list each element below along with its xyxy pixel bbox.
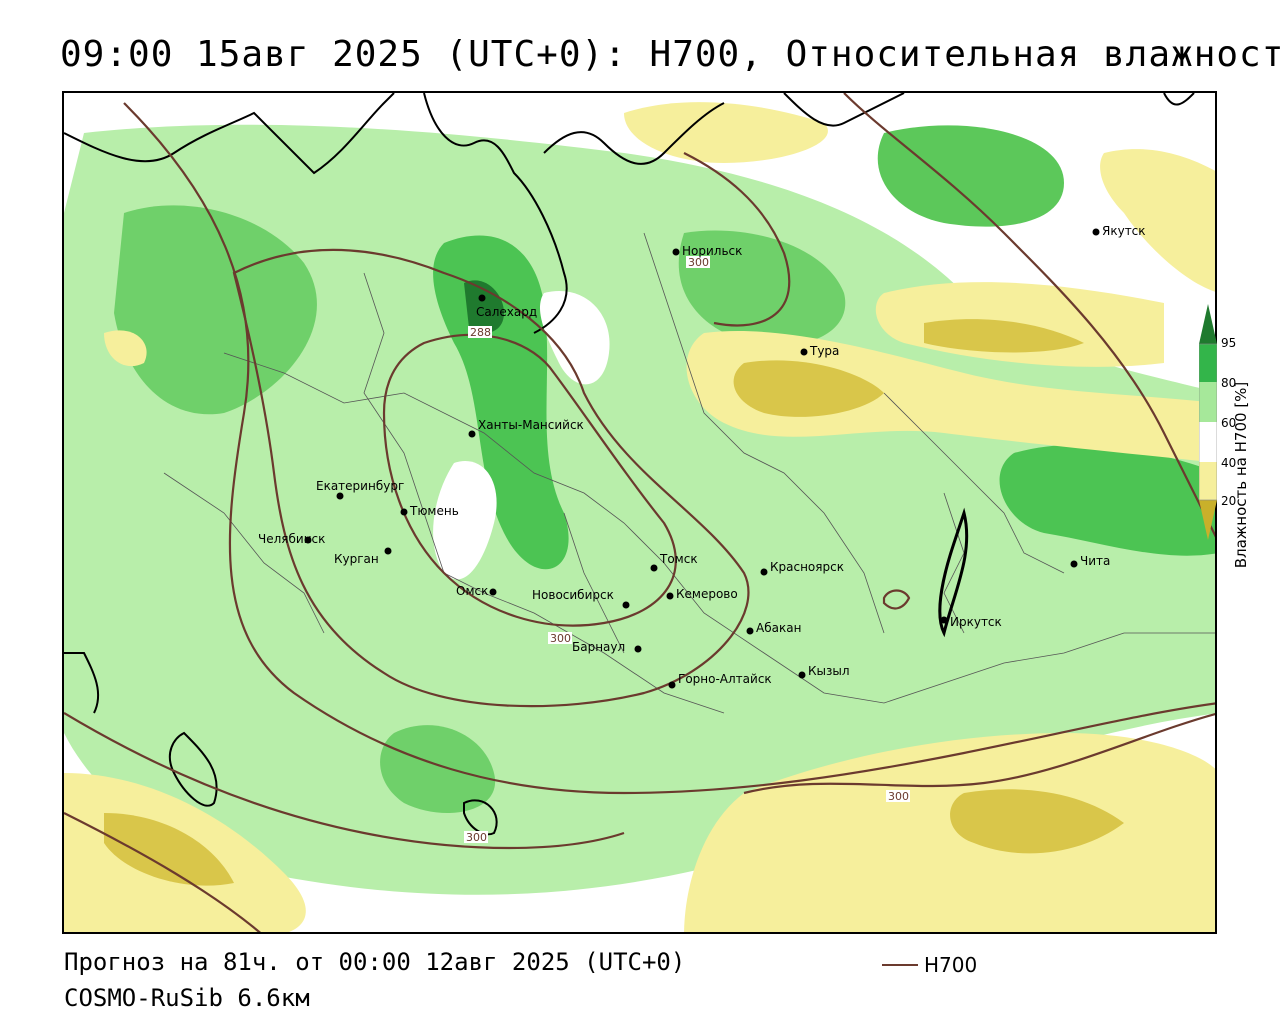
city-tura: Тура — [800, 344, 839, 358]
colorbar-tick-60: 60 — [1221, 416, 1237, 430]
svg-text:Курган: Курган — [334, 552, 379, 566]
colorbar-title: Влажность на Н700 [%] — [1232, 381, 1250, 569]
svg-text:Кемерово: Кемерово — [676, 587, 738, 601]
city-tomsk: Томск — [650, 552, 698, 572]
contour-label-300-north: 300 — [688, 256, 709, 269]
svg-text:Кызыл: Кызыл — [808, 664, 850, 678]
svg-text:Салехард: Салехард — [476, 305, 537, 319]
city-irkutsk: Иркутск — [940, 615, 1002, 629]
map-canvas: 300 288 300 300 300 Салехард Норильск Як… — [64, 93, 1215, 932]
city-barnaul: Барнаул — [572, 640, 642, 654]
city-khanty-mansiysk: Ханты-Мансийск — [468, 418, 584, 438]
contour-label-288: 288 — [470, 326, 491, 339]
colorbar-20-40 — [1199, 462, 1217, 500]
svg-text:Абакан: Абакан — [756, 621, 801, 635]
contour-label-300-southeast: 300 — [888, 790, 909, 803]
svg-text:Горно-Алтайск: Горно-Алтайск — [678, 672, 772, 686]
city-yakutsk: Якутск — [1092, 224, 1146, 238]
svg-text:Томск: Томск — [659, 552, 698, 566]
svg-text:Тура: Тура — [809, 344, 839, 358]
h700-contours — [64, 93, 1215, 932]
svg-text:Чита: Чита — [1080, 554, 1110, 568]
city-kemerovo: Кемерово — [666, 587, 738, 601]
svg-text:Иркутск: Иркутск — [950, 615, 1002, 629]
city-norilsk: Норильск — [672, 244, 742, 258]
city-yekaterinburg: Екатеринбург — [316, 479, 404, 500]
city-kurgan: Курган — [334, 547, 392, 566]
map-title: 09:00 15авг 2025 (UTC+0): H700, Относите… — [60, 34, 1280, 75]
city-chelyabinsk: Челябинск — [258, 532, 325, 546]
colorbar — [1199, 304, 1217, 540]
colorbar-60-80 — [1199, 382, 1217, 422]
svg-text:Якутск: Якутск — [1102, 224, 1146, 238]
colorbar-80-95 — [1199, 344, 1217, 382]
svg-text:Красноярск: Красноярск — [770, 560, 844, 574]
coastline — [64, 93, 1195, 836]
svg-text:Челябинск: Челябинск — [258, 532, 325, 546]
svg-text:Тюмень: Тюмень — [409, 504, 459, 518]
city-tyumen: Тюмень — [400, 504, 459, 518]
h700-legend-line — [882, 964, 918, 966]
colorbar-above-95 — [1199, 304, 1217, 344]
svg-text:Екатеринбург: Екатеринбург — [316, 479, 404, 493]
admin-borders — [163, 232, 1215, 714]
h700-legend-label: H700 — [924, 953, 978, 977]
svg-text:Омск: Омск — [456, 584, 488, 598]
city-salekhard: Салехард — [476, 294, 537, 319]
contour-labels: 300 288 300 300 300 — [464, 256, 910, 844]
colorbar-below-20 — [1199, 500, 1217, 540]
forecast-info: Прогноз на 81ч. от 00:00 12авг 2025 (UTC… — [64, 948, 686, 976]
colorbar-tick-80: 80 — [1221, 376, 1237, 390]
city-kyzyl: Кызыл — [798, 664, 850, 679]
city-omsk: Омск — [456, 584, 497, 598]
svg-text:Ханты-Мансийск: Ханты-Мансийск — [478, 418, 584, 432]
city-markers: Салехард Норильск Якутск Тура Ханты-Манс… — [258, 224, 1146, 689]
city-gorno-altaysk: Горно-Алтайск — [668, 672, 772, 689]
model-name: COSMO-RuSib 6.6км — [64, 984, 310, 1012]
svg-text:Барнаул: Барнаул — [572, 640, 625, 654]
city-krasnoyarsk: Красноярск — [760, 560, 844, 576]
humidity-map: 300 288 300 300 300 Салехард Норильск Як… — [62, 91, 1217, 934]
humidity-fill-layer — [64, 93, 1215, 932]
city-novosibirsk: Новосибирск — [532, 588, 630, 609]
city-chita: Чита — [1070, 554, 1110, 568]
contour-label-300-south: 300 — [466, 831, 487, 844]
colorbar-tick-40: 40 — [1221, 456, 1237, 470]
colorbar-tick-95: 95 — [1221, 336, 1237, 350]
svg-text:Норильск: Норильск — [682, 244, 742, 258]
svg-text:Новосибирск: Новосибирск — [532, 588, 614, 602]
city-abakan: Абакан — [746, 621, 801, 635]
contour-label-300-center: 300 — [550, 632, 571, 645]
colorbar-tick-20: 20 — [1221, 494, 1237, 508]
colorbar-40-60 — [1199, 422, 1217, 462]
